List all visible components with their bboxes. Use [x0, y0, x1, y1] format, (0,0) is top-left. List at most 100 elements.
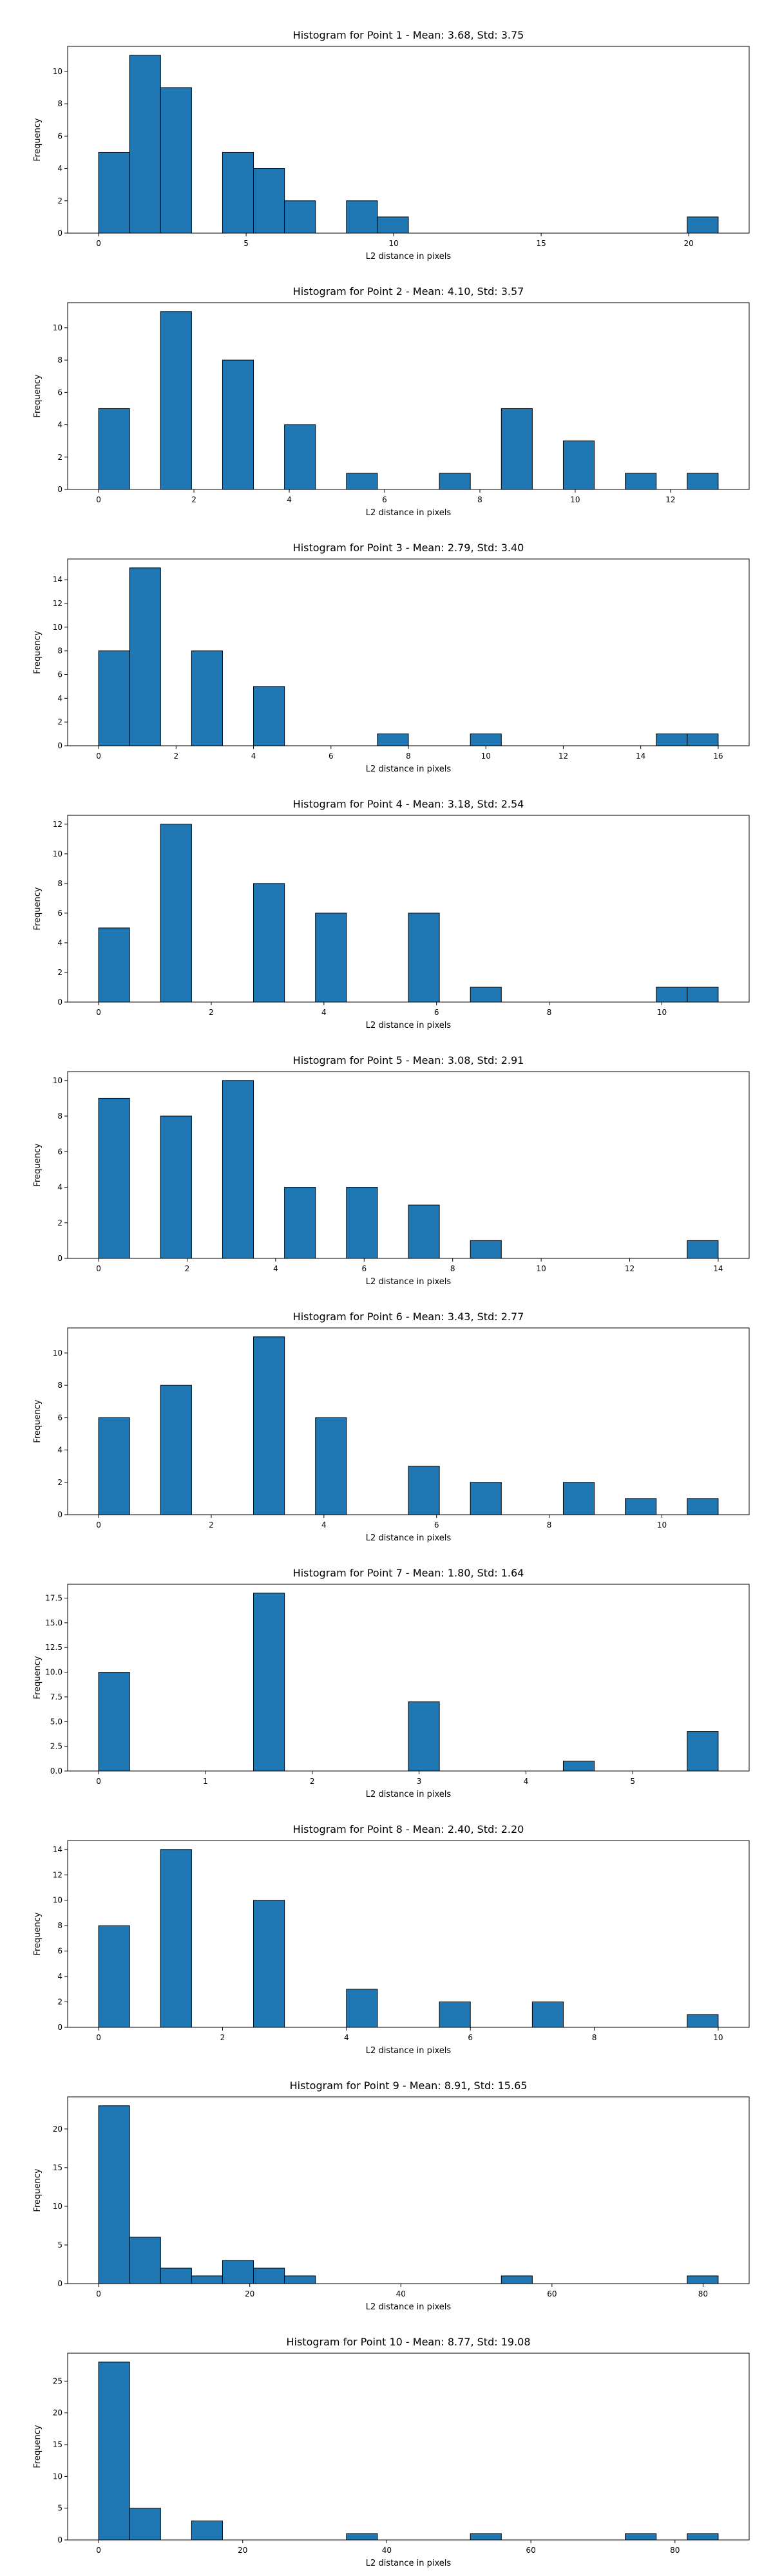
histogram-panel-10: Histogram for Point 10 - Mean: 8.77, Std…	[33, 2336, 750, 2568]
histogram-panel-8: Histogram for Point 8 - Mean: 2.40, Std:…	[33, 1823, 750, 2056]
y-tick-label: 10	[53, 323, 62, 332]
y-tick-label: 6	[57, 131, 62, 140]
histogram-bar	[687, 1240, 719, 1259]
histogram-bar	[531, 2002, 564, 2028]
histogram-bar	[191, 2275, 223, 2284]
y-axis-label: Frequency	[33, 118, 43, 161]
x-tick-label: 80	[698, 2289, 708, 2298]
histogram-bar	[98, 1925, 130, 2028]
plot-frame	[67, 815, 750, 1003]
histogram-panel-2: Histogram for Point 2 - Mean: 4.10, Std:…	[33, 285, 750, 518]
histogram-bar	[284, 1187, 316, 1259]
histogram-bar	[222, 1080, 254, 1259]
histogram-bar	[98, 1097, 130, 1259]
y-tick-label: 8	[57, 355, 62, 365]
histogram-bar	[253, 168, 285, 234]
chart-title: Histogram for Point 5 - Mean: 3.08, Std:…	[293, 1054, 524, 1066]
y-tick-label: 10	[53, 1076, 62, 1085]
y-tick-label: 8	[57, 647, 62, 656]
x-tick-label: 0	[96, 2546, 101, 2555]
x-tick-label: 15	[536, 239, 546, 248]
histogram-bar	[408, 1204, 440, 1259]
y-tick-label: 0	[57, 485, 62, 494]
plot-frame	[67, 302, 750, 490]
x-tick-label: 10	[713, 2033, 723, 2042]
x-tick-label: 5	[630, 1777, 635, 1786]
chart-title: Histogram for Point 1 - Mean: 3.68, Std:…	[293, 29, 524, 41]
x-tick-label: 2	[310, 1777, 315, 1786]
histogram-bar	[687, 734, 719, 746]
x-tick-label: 6	[361, 1264, 367, 1273]
chart-title: Histogram for Point 8 - Mean: 2.40, Std:…	[293, 1823, 524, 1835]
y-tick-label: 2	[57, 717, 62, 726]
histogram-bar	[501, 408, 533, 490]
histogram-bar	[253, 1900, 285, 2028]
histogram-panel-7: Histogram for Point 7 - Mean: 1.80, Std:…	[33, 1567, 750, 1799]
x-tick-label: 0	[96, 1520, 101, 1530]
x-tick-label: 10	[481, 752, 491, 761]
x-tick-label: 10	[570, 495, 580, 504]
histogram-bar	[160, 2268, 192, 2284]
y-tick-label: 2	[57, 196, 62, 205]
histogram-bar	[160, 824, 192, 1003]
histogram-bar	[687, 2275, 719, 2284]
y-tick-label: 0	[57, 2535, 62, 2544]
y-axis-label: Frequency	[33, 374, 43, 417]
y-tick-label: 6	[57, 909, 62, 918]
y-tick-label: 6	[57, 1147, 62, 1156]
x-tick-label: 80	[670, 2546, 680, 2555]
chart-title: Histogram for Point 10 - Mean: 8.77, Std…	[286, 2336, 530, 2348]
chart-title: Histogram for Point 2 - Mean: 4.10, Std:…	[293, 285, 524, 298]
x-tick-label: 3	[417, 1777, 422, 1786]
y-tick-label: 6	[57, 1947, 62, 1956]
histogram-bar	[687, 2014, 719, 2028]
y-tick-label: 0	[57, 2279, 62, 2288]
histogram-bar	[253, 2268, 285, 2284]
x-tick-label: 0	[96, 1008, 101, 1017]
y-tick-label: 0	[57, 998, 62, 1007]
plot-frame	[67, 1584, 750, 1772]
histogram-bar	[284, 2275, 316, 2284]
x-axis-label: L2 distance in pixels	[366, 1790, 452, 1799]
chart-title: Histogram for Point 9 - Mean: 8.91, Std:…	[290, 2079, 528, 2092]
histogram-bar	[687, 2533, 719, 2541]
plot-frame	[67, 558, 750, 746]
y-tick-label: 15	[53, 2440, 62, 2449]
histogram-bar	[562, 1482, 595, 1515]
x-axis-label: L2 distance in pixels	[366, 2559, 452, 2568]
x-tick-label: 8	[592, 2033, 597, 2042]
y-tick-label: 10	[53, 1896, 62, 1905]
x-tick-label: 20	[238, 2546, 247, 2555]
histogram-panel-1: Histogram for Point 1 - Mean: 3.68, Std:…	[33, 29, 750, 261]
y-tick-label: 17.5	[45, 1593, 62, 1602]
histogram-bar	[98, 408, 130, 490]
y-tick-label: 4	[57, 1183, 62, 1192]
histogram-bar	[470, 987, 502, 1003]
histogram-bar	[346, 1989, 378, 2028]
plot-frame	[67, 2096, 750, 2284]
y-tick-label: 0	[57, 2023, 62, 2032]
histogram-panel-9: Histogram for Point 9 - Mean: 8.91, Std:…	[33, 2079, 750, 2312]
y-tick-label: 2	[57, 968, 62, 977]
x-tick-label: 4	[287, 495, 292, 504]
x-tick-label: 2	[191, 495, 196, 504]
histogram-bar	[253, 883, 285, 1003]
x-axis-label: L2 distance in pixels	[366, 2302, 452, 2312]
histogram-bar	[253, 1336, 285, 1515]
x-tick-label: 8	[477, 495, 482, 504]
histogram-bar	[470, 1240, 502, 1259]
x-tick-label: 4	[321, 1008, 327, 1017]
x-tick-label: 10	[657, 1008, 667, 1017]
x-tick-label: 60	[526, 2546, 535, 2555]
histogram-bar	[160, 1115, 192, 1259]
x-tick-label: 60	[547, 2289, 557, 2298]
histogram-bar	[346, 2533, 378, 2541]
x-axis-label: L2 distance in pixels	[366, 508, 452, 518]
x-tick-label: 12	[625, 1264, 635, 1273]
histogram-bar	[625, 1498, 657, 1515]
x-tick-label: 10	[536, 1264, 546, 1273]
x-tick-label: 8	[450, 1264, 455, 1273]
x-tick-label: 0	[96, 495, 101, 504]
x-tick-label: 4	[251, 752, 256, 761]
x-tick-label: 6	[382, 495, 387, 504]
